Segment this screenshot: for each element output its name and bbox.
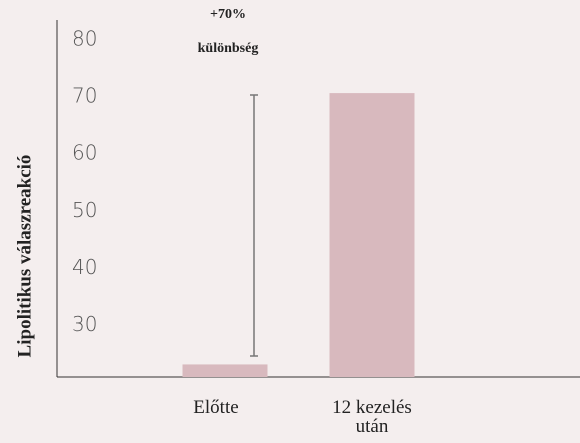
bar xyxy=(182,364,268,377)
annotation: +70% xyxy=(210,7,246,22)
y-tick-label: 30 xyxy=(72,312,97,336)
x-tick-label: Előtte xyxy=(193,397,239,418)
y-axis-label: Lipolitikus válaszreakció xyxy=(14,155,35,358)
y-tick-label: 80 xyxy=(72,26,97,50)
y-tick-label: 50 xyxy=(72,198,97,222)
annotation: különbség xyxy=(198,41,259,56)
bar xyxy=(329,93,415,378)
difference-bracket xyxy=(250,94,258,357)
y-tick-label: 70 xyxy=(72,84,97,108)
y-tick-label: 40 xyxy=(72,255,97,279)
y-tick-label: 60 xyxy=(72,141,97,165)
x-tick-label: 12 kezelés után xyxy=(332,397,412,437)
